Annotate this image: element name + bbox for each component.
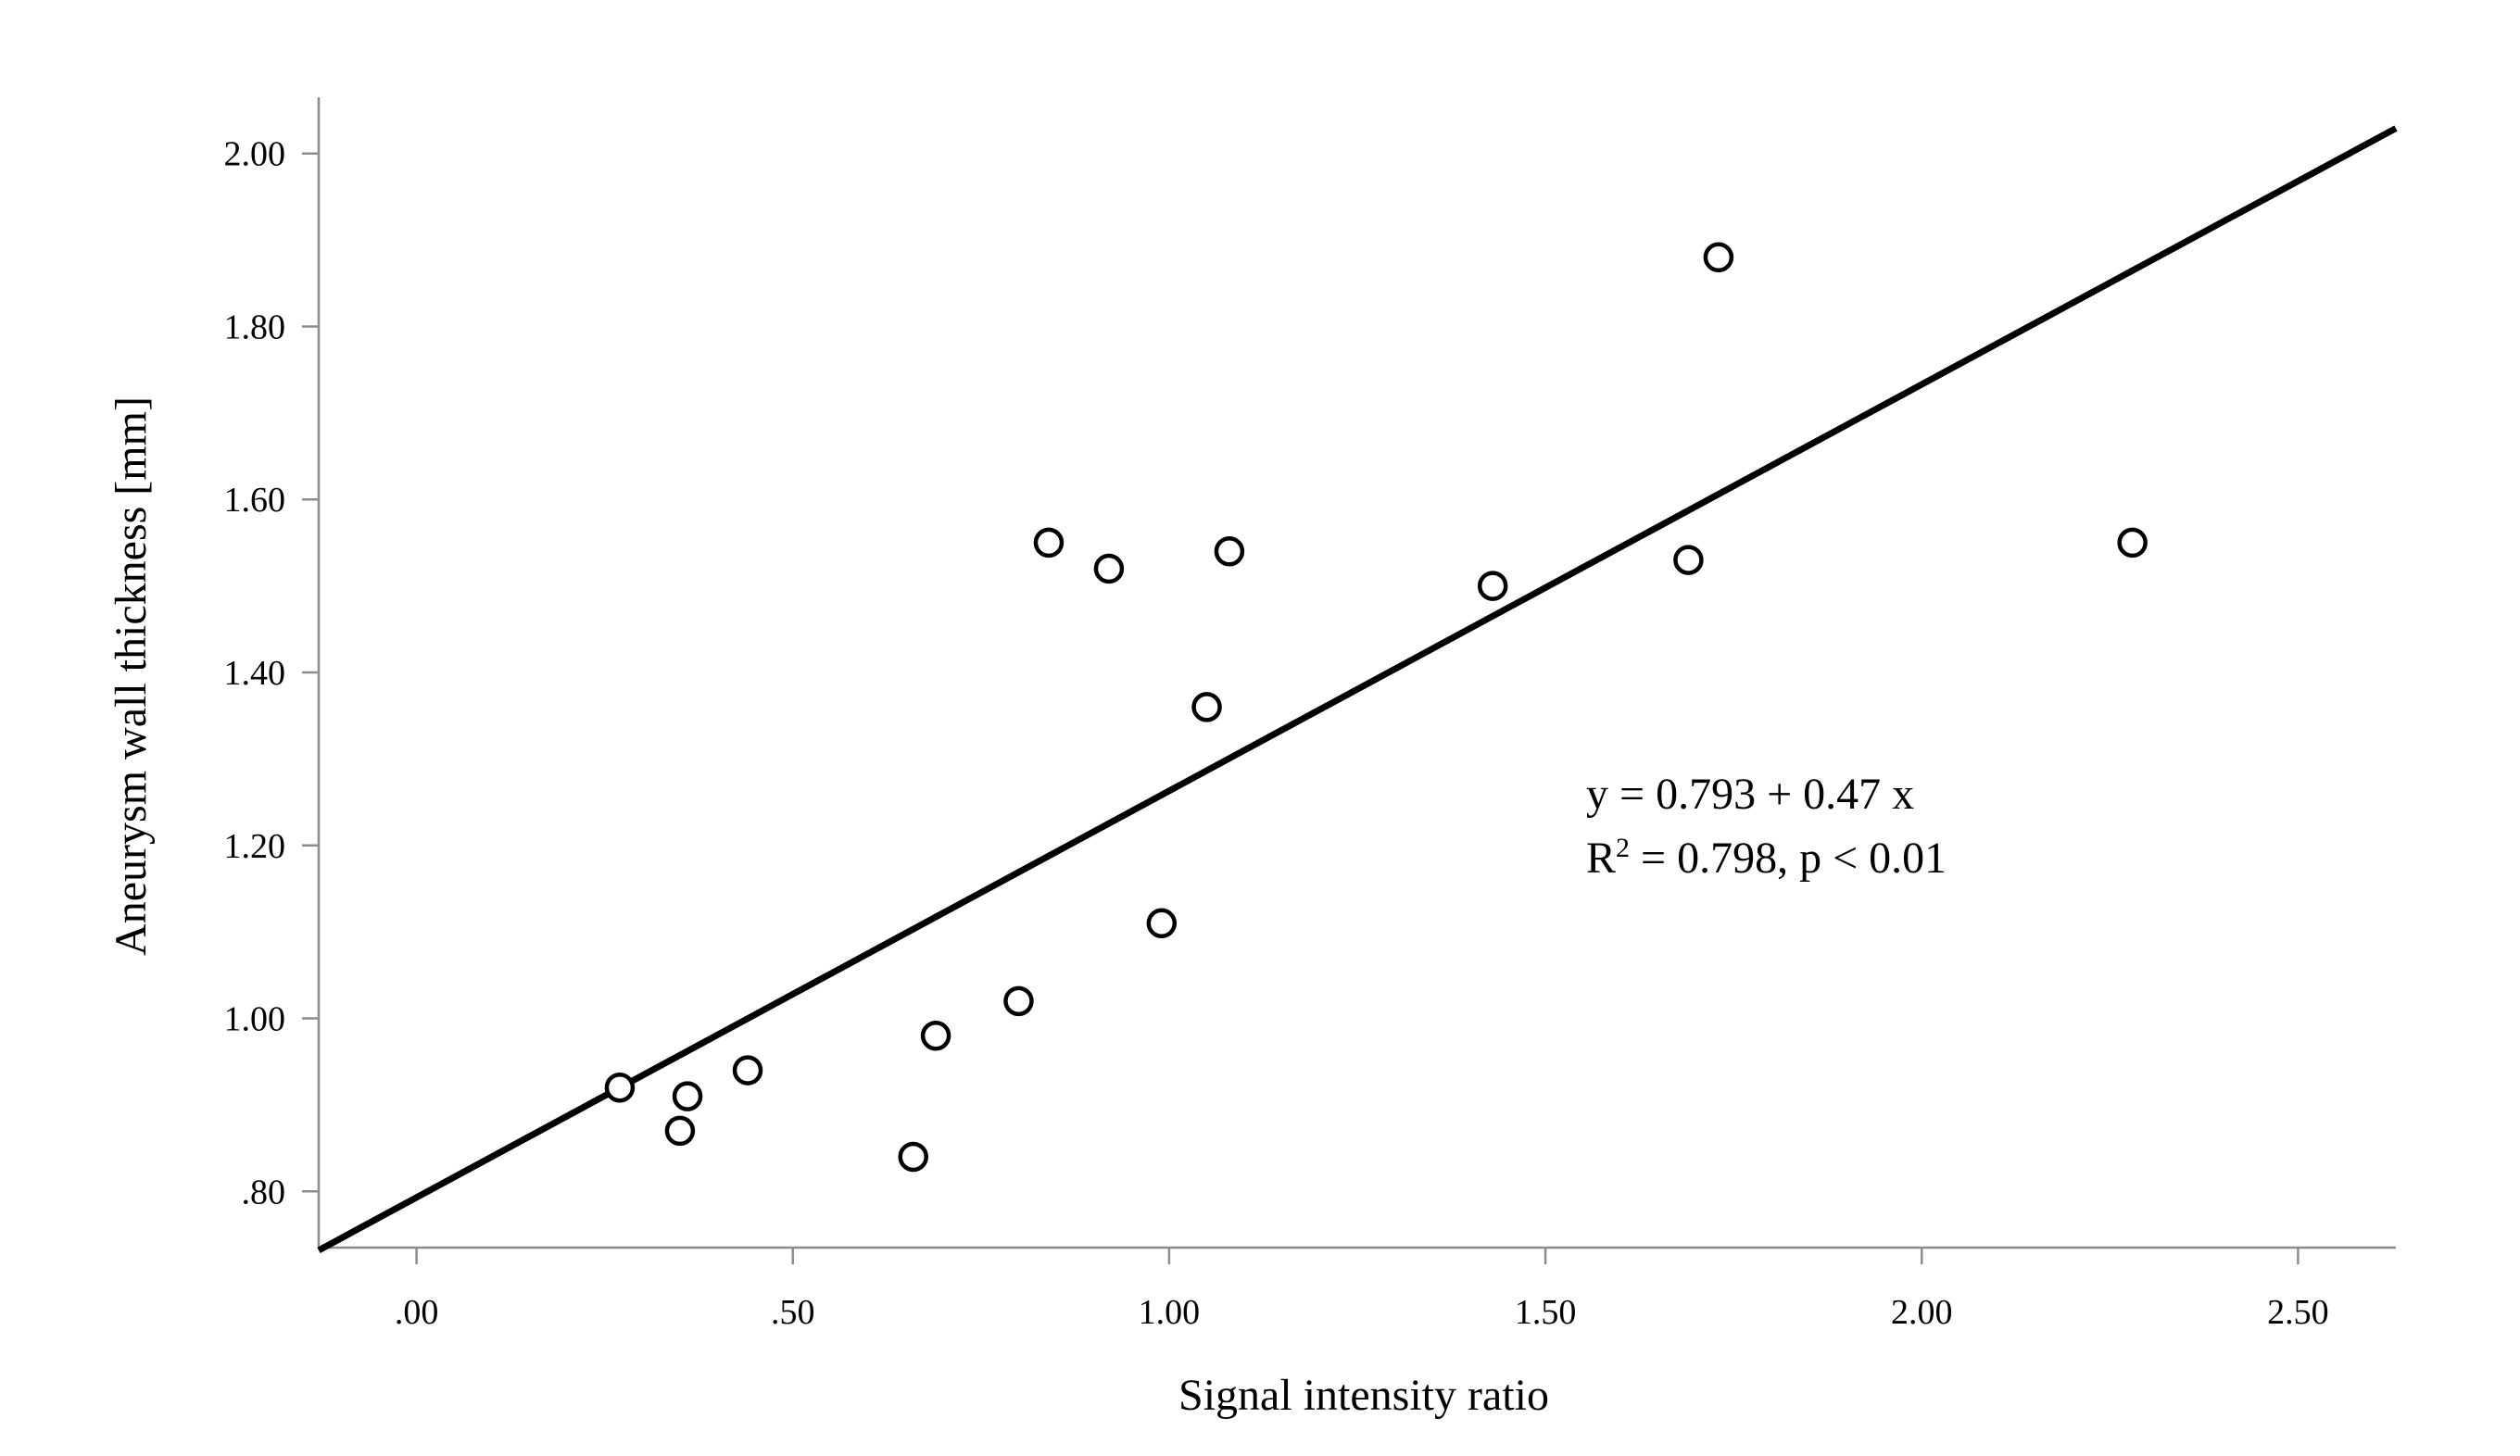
data-point bbox=[1191, 692, 1222, 722]
r-squared-superscript: 2 bbox=[1616, 833, 1630, 863]
regression-line bbox=[317, 125, 2398, 1253]
data-points bbox=[604, 242, 2148, 1173]
data-point bbox=[732, 1055, 763, 1086]
regression-equation: y = 0.793 + 0.47 x bbox=[1586, 770, 1914, 819]
data-point bbox=[1477, 571, 1508, 601]
data-point bbox=[1093, 553, 1125, 584]
regression-line-layer bbox=[317, 125, 2398, 1253]
data-point bbox=[672, 1081, 703, 1111]
x-axis-ticks: .00 .50 1.00 1.50 2.00 2.50 bbox=[395, 1248, 2329, 1332]
data-point bbox=[2117, 527, 2148, 559]
x-tick-label: 2.00 bbox=[1891, 1293, 1953, 1332]
regression-stats-values: = 0.798, p < 0.01 bbox=[1630, 834, 1947, 883]
x-tick-label: .00 bbox=[395, 1293, 439, 1332]
y-axis-ticks: .80 1.00 1.20 1.40 1.60 1.80 2.00 bbox=[224, 135, 319, 1211]
data-point bbox=[604, 1072, 636, 1103]
data-point bbox=[1214, 536, 1245, 567]
y-tick-label: 1.60 bbox=[224, 481, 286, 520]
data-point bbox=[1003, 985, 1034, 1017]
x-axis-title: Signal intensity ratio bbox=[1178, 1371, 1549, 1420]
x-tick-label: 1.50 bbox=[1515, 1293, 1577, 1332]
data-point bbox=[664, 1115, 696, 1147]
x-tick-label: 2.50 bbox=[2267, 1293, 2329, 1332]
data-point bbox=[1033, 527, 1065, 559]
r-squared-label: R bbox=[1586, 834, 1616, 883]
x-tick-label: 1.00 bbox=[1139, 1293, 1201, 1332]
y-tick-label: 1.20 bbox=[224, 827, 286, 866]
data-point bbox=[1146, 908, 1178, 939]
y-tick-label: .80 bbox=[242, 1173, 286, 1211]
x-tick-label: .50 bbox=[771, 1293, 815, 1332]
data-point bbox=[920, 1020, 951, 1051]
data-point bbox=[898, 1141, 928, 1173]
y-tick-label: 1.40 bbox=[224, 654, 286, 693]
y-tick-label: 2.00 bbox=[224, 135, 286, 174]
y-tick-label: 1.00 bbox=[224, 1000, 286, 1039]
data-point bbox=[1703, 242, 1734, 273]
y-tick-label: 1.80 bbox=[224, 308, 286, 346]
data-point bbox=[1673, 545, 1704, 575]
regression-stats: R2 = 0.798, p < 0.01 bbox=[1586, 833, 1947, 883]
axes bbox=[317, 97, 2396, 1249]
y-axis-title: Aneurysm wall thickness [mm] bbox=[107, 396, 156, 956]
